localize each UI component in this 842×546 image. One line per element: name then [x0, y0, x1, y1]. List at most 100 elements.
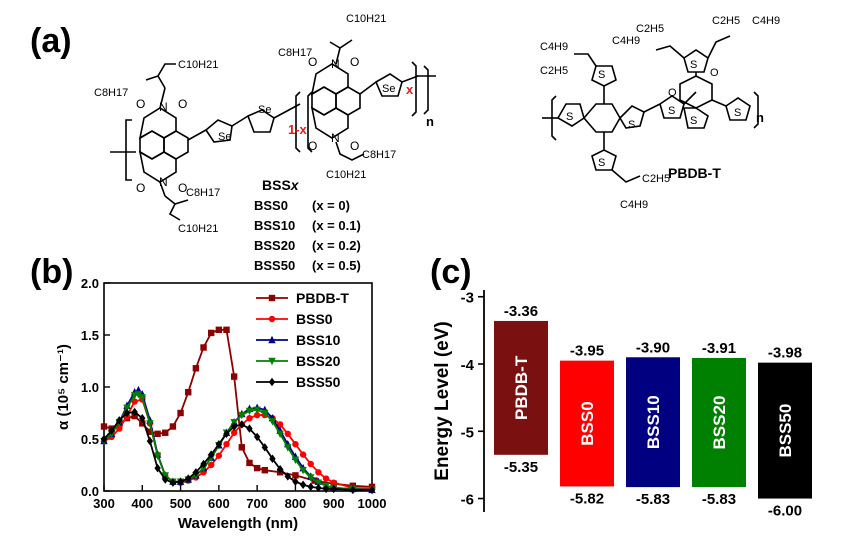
- data-point: [268, 294, 276, 302]
- homo-label: -5.82: [570, 490, 604, 507]
- bssx-n-top: N: [159, 100, 168, 114]
- pbdbt-c2h5-2: C2H5: [642, 173, 670, 185]
- pbdbt-benzene: [582, 103, 621, 133]
- data-point: [100, 434, 108, 444]
- data-point: [307, 474, 315, 482]
- bssx-n-bottom: N: [159, 175, 168, 189]
- data-point: [253, 411, 261, 419]
- x-tick-label: 600: [208, 496, 230, 511]
- energy-bar: [494, 320, 548, 455]
- series-pbdb-t: [100, 326, 376, 491]
- bssx-structure: N N O O O O C10H21 C8H17 C8H17 C10H21 Se…: [94, 13, 436, 235]
- data-point: [330, 484, 337, 494]
- energy-bar: [626, 357, 680, 488]
- homo-label: -5.83: [702, 491, 736, 508]
- y-tick-label: 1.5: [81, 328, 99, 343]
- data-point: [230, 373, 238, 380]
- bssx-bracket-right: [423, 65, 429, 115]
- x-tick-label: 1000: [358, 496, 387, 511]
- bssx-o-8: O: [350, 139, 359, 153]
- data-point: [223, 441, 230, 448]
- pbdbt-bracket-right: [753, 91, 759, 129]
- bssx-c8h17-4: C8H17: [362, 149, 396, 161]
- data-point: [246, 415, 253, 422]
- data-point: [154, 430, 161, 437]
- bssx-n-sub: n: [426, 114, 434, 129]
- data-point: [269, 454, 276, 463]
- pbdbt-s-3: S: [598, 69, 605, 81]
- data-point: [322, 475, 330, 482]
- legend-label: BSS50: [296, 374, 341, 390]
- legend-label: BSS20: [296, 353, 341, 369]
- data-point: [116, 425, 123, 432]
- bssx-se-2: Se: [258, 104, 271, 116]
- bssx-o-4: O: [178, 181, 187, 195]
- data-point: [246, 459, 253, 467]
- bssx-imide-top: [138, 107, 177, 140]
- variant-name: BSS50: [254, 258, 295, 273]
- energy-bar-pbdb-t: PBDB-T -3.36 -5.35: [494, 303, 548, 476]
- variant-value: (x = 0.1): [312, 218, 361, 233]
- data-point: [185, 389, 192, 396]
- bssx-selenophene-1: [204, 119, 233, 143]
- lumo-label: -3.95: [570, 343, 604, 360]
- data-point: [299, 480, 307, 489]
- data-point: [192, 365, 200, 372]
- data-point: [322, 484, 330, 494]
- data-point: [261, 443, 268, 452]
- panel-label-c: (c): [430, 253, 472, 291]
- data-point: [314, 479, 323, 487]
- legend-label: BSS0: [296, 311, 333, 327]
- data-point: [268, 418, 277, 426]
- data-point: [261, 467, 268, 474]
- y-tick-label: -4: [461, 357, 475, 374]
- data-point: [223, 429, 230, 438]
- data-point: [349, 485, 357, 495]
- variant-name: BSS10: [254, 218, 295, 233]
- bssx-one-minus-x: 1-x: [288, 122, 308, 137]
- bar-label: BSS50: [776, 404, 795, 458]
- data-point: [215, 452, 223, 459]
- data-point: [268, 335, 276, 344]
- energy-bar-bss20: BSS20 -3.91 -5.83: [692, 340, 746, 508]
- pbdbt-s-8: S: [734, 107, 741, 119]
- data-point: [253, 432, 261, 442]
- bssx-n-bottom-2: N: [331, 131, 340, 145]
- data-point: [177, 477, 184, 486]
- bar-label: PBDB-T: [512, 355, 531, 420]
- data-point: [208, 329, 215, 337]
- data-point: [146, 420, 154, 428]
- data-point: [230, 429, 238, 436]
- data-point: [238, 411, 246, 420]
- x-tick-label: 900: [323, 496, 345, 511]
- bssx-c10h21-3: C10H21: [346, 13, 386, 25]
- data-point: [315, 469, 322, 476]
- bssx-c10h21-1: C10H21: [178, 59, 218, 71]
- data-point: [108, 426, 115, 435]
- y-axis-label: α (10⁵ cm⁻¹): [55, 344, 72, 430]
- x-tick-label: 500: [170, 496, 192, 511]
- data-point: [162, 475, 169, 484]
- data-point: [200, 459, 207, 469]
- data-point: [268, 315, 276, 323]
- data-point: [261, 409, 269, 418]
- bssx-c8h17-2: C8H17: [186, 187, 220, 199]
- y-axis-label: Energy Level (eV): [432, 321, 453, 480]
- lumo-label: -3.36: [504, 303, 538, 320]
- pbdbt-s-7: S: [690, 115, 697, 127]
- homo-label: -5.83: [636, 491, 670, 508]
- pbdbt-s-2: S: [628, 119, 635, 131]
- data-point: [268, 357, 276, 366]
- pbdbt-structure: S S S C4H9 C2H5 S C2H5 C4H9 S S O O C2H5…: [540, 15, 780, 211]
- bssx-bracket-x: [411, 61, 417, 117]
- homo-label: -6.00: [768, 503, 802, 520]
- data-point: [238, 444, 246, 451]
- data-point: [307, 482, 314, 492]
- y-tick-label: 0.5: [81, 432, 99, 447]
- data-point: [139, 420, 146, 427]
- data-point: [223, 326, 230, 333]
- data-point: [292, 441, 299, 448]
- bar-label: BSS10: [644, 395, 663, 449]
- pbdbt-s-6: S: [690, 59, 697, 71]
